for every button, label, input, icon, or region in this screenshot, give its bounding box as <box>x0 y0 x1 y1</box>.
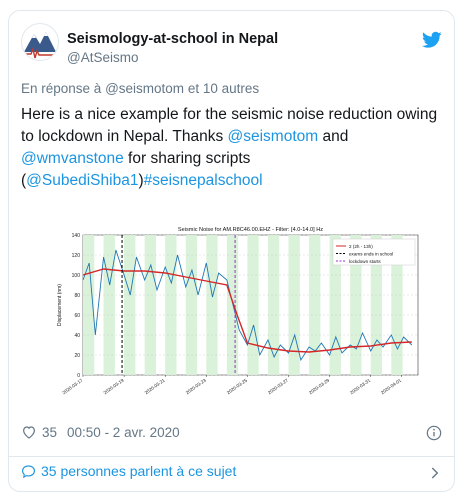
tweet-text-segment: ) <box>138 172 144 189</box>
shaded-band <box>370 235 383 375</box>
x-tick-label: 2020-03-19 <box>103 377 125 395</box>
y-tick-label: 20 <box>74 353 80 359</box>
like-count[interactable]: 35 <box>42 424 58 440</box>
tweet-text-segment: Here is a nice example for the seismic n… <box>21 106 438 145</box>
conversation-link[interactable]: 35 personnes parlent à ce sujet <box>21 463 236 479</box>
info-icon[interactable] <box>426 425 442 441</box>
shaded-band <box>206 235 218 375</box>
tweet-media[interactable]: 0 20 40 60 80 100 120 140 2020-03-17 2020-03-19 20… <box>53 221 429 403</box>
display-name[interactable]: Seismology-at-school in Nepal <box>67 31 279 47</box>
x-tick-label: 2020-03-29 <box>308 377 330 395</box>
shaded-band <box>267 235 280 375</box>
shaded-band <box>247 235 259 375</box>
reply-context: En réponse à @seismotom et 10 autres <box>21 81 259 96</box>
tweet-text-segment: and <box>318 128 349 145</box>
tweet-link[interactable]: #seisnepalschool <box>143 172 263 189</box>
reply-suffix[interactable]: et 10 autres <box>187 81 260 96</box>
legend-box <box>332 238 416 266</box>
x-tick-label: 2020-03-23 <box>185 377 207 395</box>
shaded-band <box>350 235 362 375</box>
shaded-band <box>309 235 321 375</box>
x-tick-label: 2020-03-17 <box>61 377 83 395</box>
y-axis-label: Displacement (nm) <box>57 284 63 326</box>
y-tick-label: 60 <box>74 313 80 319</box>
legend-label: lockdown starts <box>349 259 381 264</box>
y-tick-label: 140 <box>72 233 81 239</box>
conversation-text[interactable]: 35 personnes parlent à ce sujet <box>41 463 237 479</box>
timestamp[interactable]: 00:50 - 2 avr. 2020 <box>67 424 180 440</box>
series-trend <box>82 268 412 353</box>
shaded-band <box>226 235 239 375</box>
chart-title: Seismic Noise for AM.R8C46.00.EHZ - Filt… <box>178 227 323 233</box>
x-tick-label: 2020-03-31 <box>349 377 371 395</box>
shaded-band <box>144 235 156 375</box>
nepal-seismology-logo <box>24 32 56 59</box>
comment-bubble-icon <box>21 464 36 478</box>
tweet-link[interactable]: @SubediShiba1 <box>26 172 139 189</box>
x-tick-label: 2020-03-25 <box>226 377 248 395</box>
heart-icon[interactable] <box>21 424 37 440</box>
shaded-band <box>391 235 403 375</box>
y-tick-label: 40 <box>74 333 80 339</box>
x-tick-label: 2020-03-27 <box>267 377 289 395</box>
series-noise <box>82 249 413 362</box>
x-tick-label: 2020-03-21 <box>144 377 166 395</box>
tweet-text-segment: for sharing scripts ( <box>21 150 251 189</box>
tweet-link[interactable]: @seismotom <box>227 128 319 145</box>
shaded-band <box>288 235 300 375</box>
tweet-card: Seismology-at-school in Nepal @AtSeismo … <box>8 10 455 492</box>
shaded-band <box>165 235 177 375</box>
tweet-meta: 35 00:50 - 2 avr. 2020 <box>21 424 180 440</box>
twitter-bird-icon[interactable] <box>422 31 442 49</box>
y-tick-label: 100 <box>72 273 81 279</box>
avatar[interactable] <box>21 23 59 61</box>
shaded-band <box>185 235 198 375</box>
tweet-link[interactable]: @wmvanstone <box>21 150 124 167</box>
shaded-band <box>329 235 341 375</box>
shaded-band <box>103 235 115 375</box>
legend-label: exams ends in school <box>349 251 393 256</box>
seismic-noise-chart: 0 20 40 60 80 100 120 140 2020-03-17 2020-03-19 20… <box>57 227 419 395</box>
user-handle[interactable]: @AtSeismo <box>67 50 139 65</box>
y-tick-label: 0 <box>77 373 80 379</box>
tweet-text: Here is a nice example for the seismic n… <box>21 104 441 192</box>
y-tick-label: 120 <box>72 253 81 259</box>
reply-mention-link[interactable]: @seismotom <box>105 81 185 96</box>
divider <box>9 456 454 457</box>
y-tick-label: 80 <box>74 293 80 299</box>
shaded-band <box>83 235 95 375</box>
legend-label: 2 (2h - 13h) <box>349 244 373 249</box>
shaded-band <box>124 235 136 375</box>
x-tick-label: 2020-04-01 <box>380 377 402 395</box>
reply-prefix: En réponse à <box>21 81 102 96</box>
chevron-right-icon[interactable] <box>428 466 442 480</box>
